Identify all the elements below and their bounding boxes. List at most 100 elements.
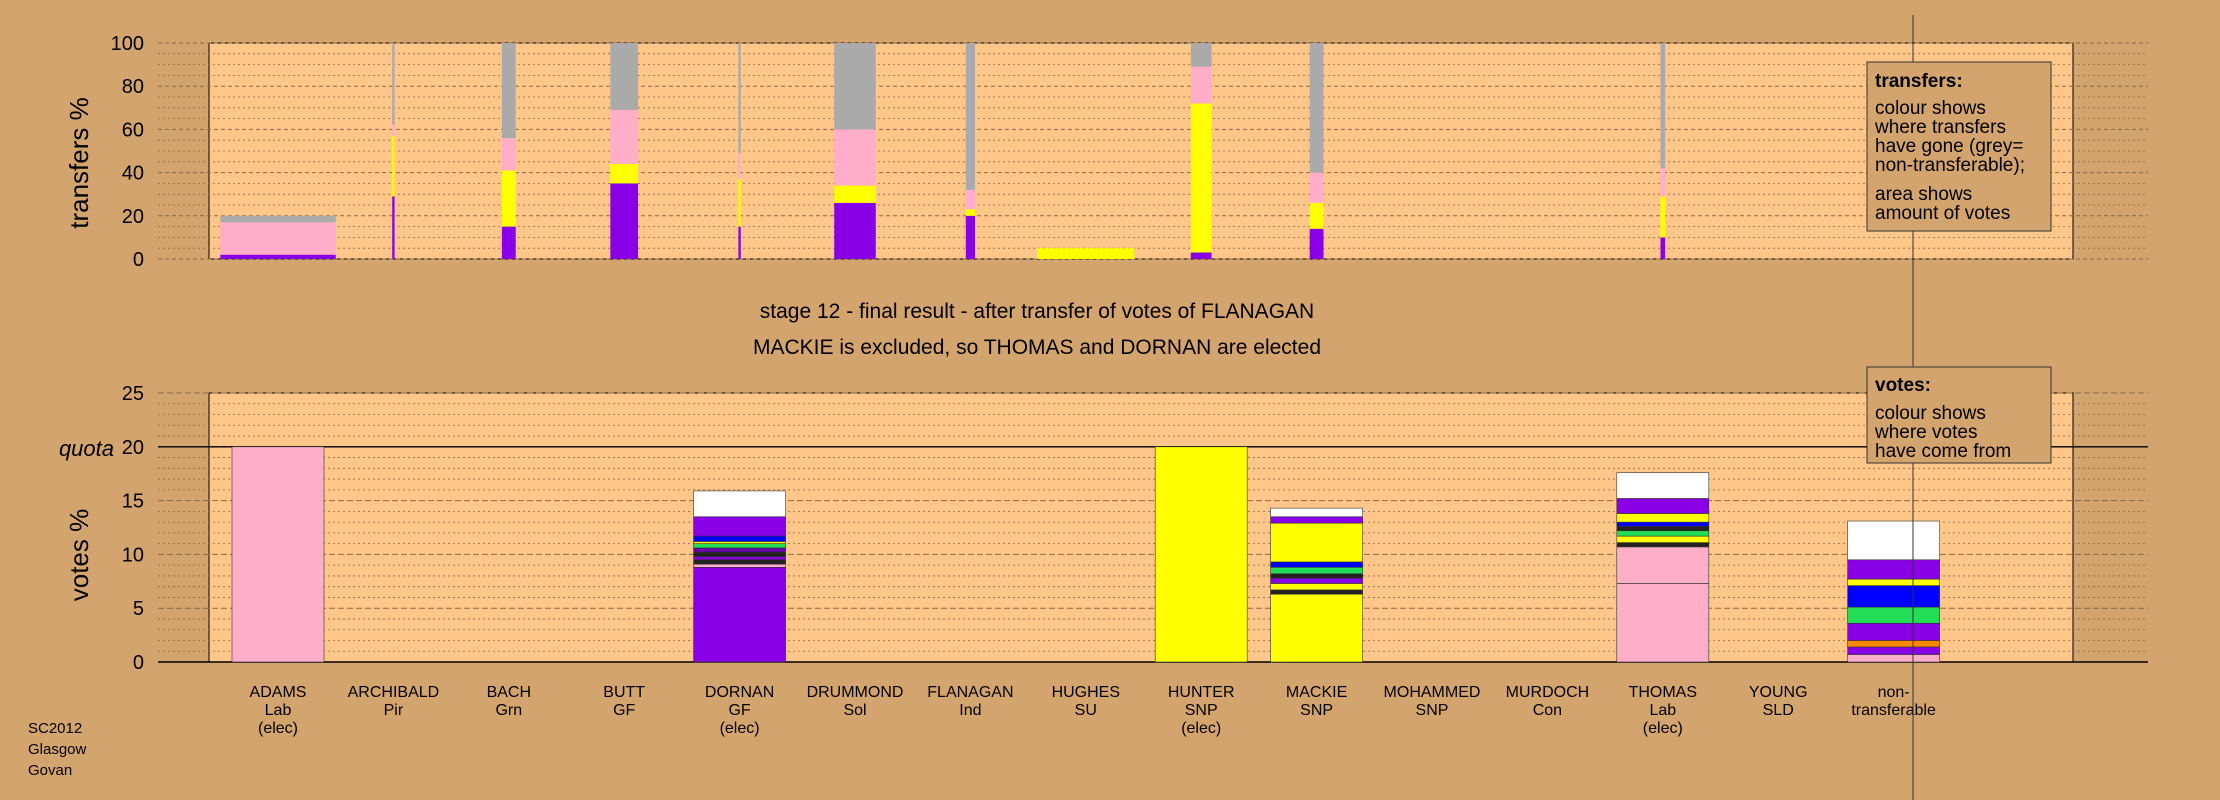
- footer-line: Govan: [28, 762, 72, 779]
- candidate-label-party: Ind: [959, 702, 981, 719]
- candidate-label-name: THOMAS: [1629, 684, 1697, 701]
- transfer-segment: [610, 109, 639, 164]
- candidate-label-party: transferable: [1851, 702, 1936, 719]
- candidate-label-name: DORNAN: [705, 684, 774, 701]
- candidate-label-status: (elec): [1181, 720, 1221, 737]
- transfer-segment: [392, 196, 395, 259]
- transfers-y-label: transfers %: [64, 97, 94, 229]
- transfers-tick-label: 20: [122, 206, 144, 228]
- chart-title-line1: stage 12 - final result - after transfer…: [760, 300, 1314, 323]
- transfer-segment: [1309, 228, 1324, 259]
- candidate-label-name: MACKIE: [1286, 684, 1347, 701]
- candidate-label-party: SLD: [1763, 702, 1794, 719]
- transfer-segment: [1309, 172, 1324, 203]
- legend-votes-line: where votes: [1874, 422, 1977, 443]
- vote-segment: [693, 535, 786, 542]
- candidate-label-name: non-: [1878, 684, 1910, 701]
- legend-votes-line: colour shows: [1875, 403, 1986, 424]
- vote-segment: [1616, 530, 1710, 537]
- candidate-label-name: HUGHES: [1052, 684, 1120, 701]
- legend-transfers-line: colour shows: [1875, 98, 1986, 119]
- transfer-segment: [1309, 202, 1324, 229]
- transfer-segment: [501, 226, 516, 259]
- legend-transfers: transfers: colour shows where transfers …: [1866, 61, 2052, 232]
- transfer-segment: [834, 202, 876, 259]
- candidate-label-name: BACH: [487, 684, 531, 701]
- candidate-label-status: (elec): [258, 720, 298, 737]
- chart-title-line2: MACKIE is excluded, so THOMAS and DORNAN…: [753, 336, 1321, 359]
- votes-y-label: votes %: [64, 509, 94, 602]
- transfers-y-ticks: 0 20 40 60 80 100: [111, 33, 144, 271]
- vote-segment: [1270, 507, 1363, 518]
- votes-tick-label: 15: [122, 491, 144, 513]
- vote-segment: [693, 543, 786, 549]
- transfer-segment: [738, 179, 741, 227]
- transfer-segment: [610, 183, 639, 259]
- transfer-segment: [220, 215, 336, 223]
- transfer-segment: [965, 215, 976, 259]
- vote-segment: [1270, 573, 1363, 579]
- vote-segment: [1616, 521, 1710, 527]
- transfer-segment: [1037, 248, 1135, 259]
- vote-segment: [1616, 546, 1710, 584]
- vote-segment: [1847, 559, 1940, 580]
- transfer-segment: [965, 209, 976, 216]
- candidate-labels: ADAMSLab(elec)ARCHIBALDPirBACHGrnBUTTGFD…: [250, 684, 1936, 737]
- transfer-segment: [392, 135, 395, 197]
- legend-votes: votes: colour shows where votes have com…: [1866, 366, 2052, 464]
- vote-segment: [1847, 622, 1940, 641]
- transfers-bars: [220, 43, 1666, 259]
- footer-line: Glasgow: [28, 741, 87, 758]
- vote-segment: [1847, 520, 1940, 561]
- transfer-segment: [501, 138, 516, 171]
- legend-transfers-box: [1866, 61, 2052, 232]
- candidate-label-party: Lab: [265, 702, 292, 719]
- vote-segment: [1616, 513, 1710, 523]
- candidate-label-name: ARCHIBALD: [348, 684, 440, 701]
- vote-segment: [1847, 606, 1940, 624]
- vote-segment: [1616, 535, 1710, 543]
- legend-transfers-line: where transfers: [1874, 117, 2006, 138]
- candidate-label-party: SU: [1075, 702, 1097, 719]
- transfer-segment: [501, 170, 516, 227]
- candidate-label-party: SNP: [1300, 702, 1333, 719]
- vote-segment: [231, 446, 325, 663]
- transfer-segment: [965, 189, 976, 210]
- candidate-label-party: GF: [728, 702, 750, 719]
- votes-plot-area: [208, 392, 2074, 663]
- vote-segment: [1270, 583, 1363, 591]
- transfer-segment: [834, 129, 876, 186]
- vote-segment: [693, 516, 786, 537]
- vote-segment: [1847, 585, 1940, 608]
- candidate-label-party: Sol: [843, 702, 866, 719]
- transfer-segment: [738, 43, 741, 154]
- vote-segment: [1616, 583, 1710, 663]
- legend-votes-line: have come from: [1875, 441, 2011, 462]
- transfer-segment: [834, 185, 876, 203]
- candidate-label-name: BUTT: [603, 684, 645, 701]
- vote-segment: [693, 563, 786, 568]
- transfer-segment: [965, 43, 976, 190]
- votes-tick-label: 20: [122, 437, 144, 459]
- candidate-label-party: SNP: [1416, 702, 1449, 719]
- vote-segment: [1847, 654, 1940, 663]
- transfer-segment: [738, 153, 741, 180]
- transfers-tick-label: 80: [122, 76, 144, 98]
- vote-segment: [693, 567, 786, 663]
- votes-y-ticks: 0 5 10 15 20 25: [122, 383, 144, 674]
- votes-bars: [231, 446, 1940, 663]
- vote-segment: [1616, 472, 1710, 499]
- legend-votes-heading: votes:: [1875, 375, 1931, 396]
- transfers-grid: [158, 42, 2148, 260]
- legend-transfers-line: amount of votes: [1875, 203, 2010, 224]
- transfer-segment: [1190, 43, 1212, 67]
- vote-segment: [1270, 577, 1363, 584]
- vote-segment: [693, 547, 786, 553]
- votes-grid: [158, 392, 2148, 663]
- transfer-segment: [220, 254, 336, 259]
- transfer-segment: [738, 226, 741, 259]
- legend-transfers-line: area shows: [1875, 184, 1972, 205]
- vote-segment: [693, 559, 786, 565]
- candidate-label-name: ADAMS: [250, 684, 307, 701]
